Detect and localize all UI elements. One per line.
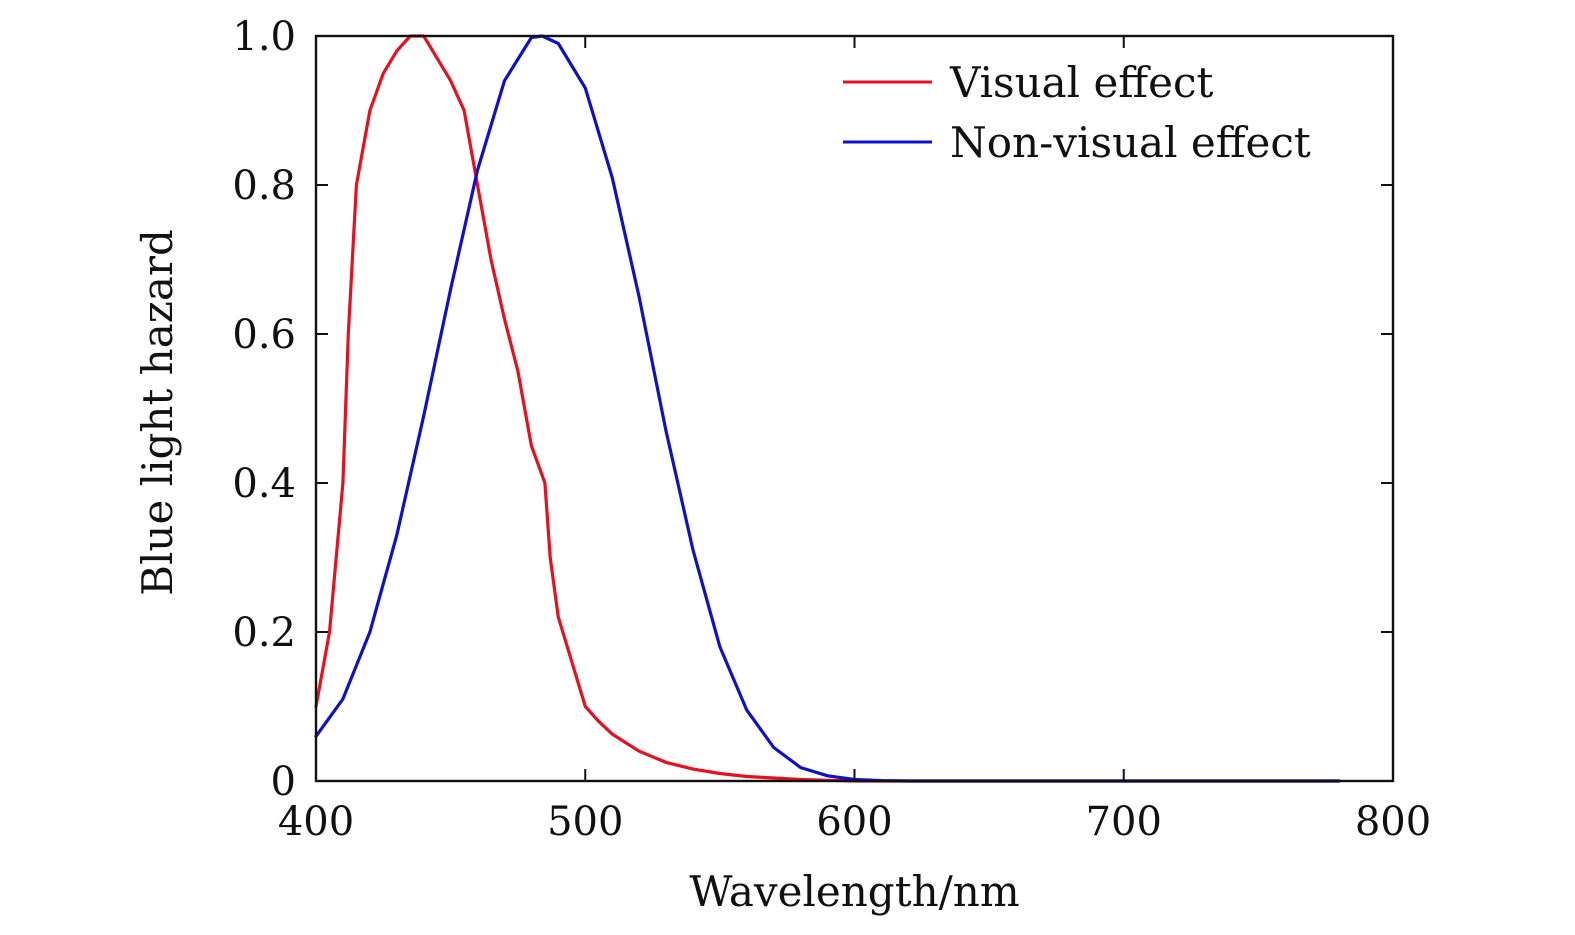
y-axis-label: Blue light hazard [133,229,182,596]
legend-label-2: Non-visual effect [950,118,1311,167]
x-tick-label: 500 [547,799,623,845]
y-tick-label: 0.6 [232,312,296,358]
x-tick-label: 400 [278,799,354,845]
x-tick-label: 700 [1086,799,1162,845]
legend-label-1: Visual effect [949,58,1214,107]
x-tick-label: 800 [1355,799,1431,845]
y-tick-label: 1.0 [232,14,296,60]
y-tick-label: 0 [271,759,296,805]
axes: 400 500 600 700 800 0 0.2 0.4 0.6 0.8 1.0 [232,14,1431,845]
x-axis-label: Wavelength/nm [689,867,1019,916]
y-tick-label: 0.4 [232,461,296,507]
y-tick-label: 0.8 [232,163,296,209]
x-tick-label: 600 [816,799,892,845]
y-tick-label: 0.2 [232,610,296,656]
legend: Visual effect Non-visual effect [843,58,1311,167]
